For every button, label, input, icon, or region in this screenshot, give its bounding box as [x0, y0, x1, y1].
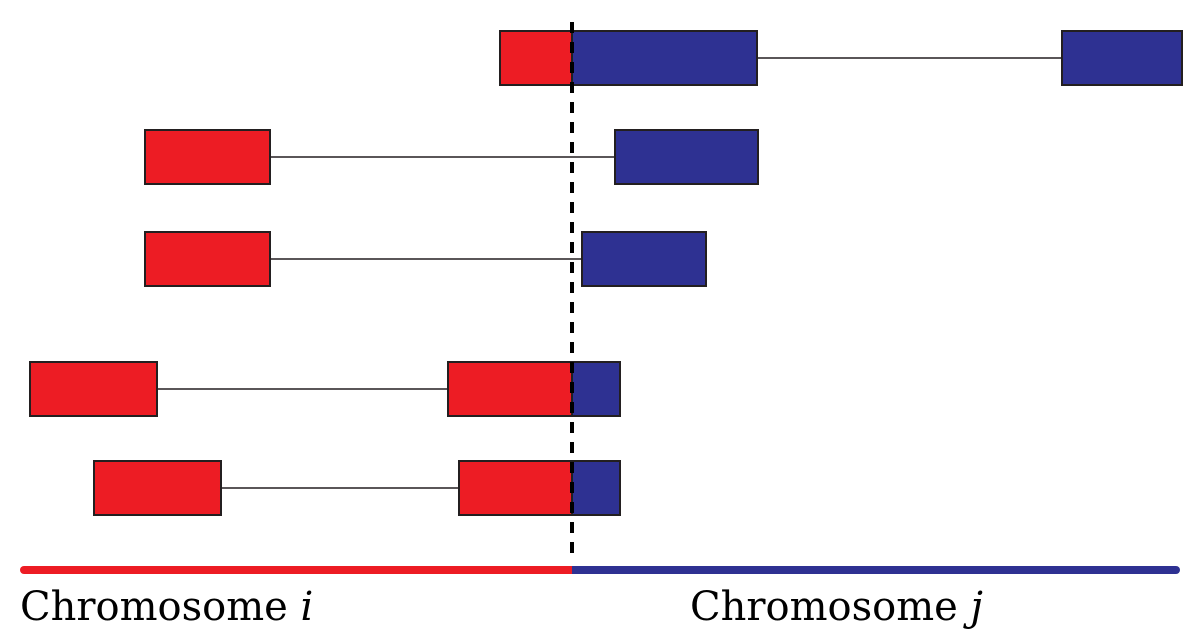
red-exon-box [94, 461, 221, 515]
chromosome-j-axis-cap [1172, 566, 1180, 574]
red-exon-box [145, 130, 270, 184]
blue-exon-box [1062, 31, 1182, 85]
gene-row [30, 362, 620, 416]
chromosome-j-label: Chromosome j [690, 584, 983, 630]
chromosome-i-axis-cap [20, 566, 28, 574]
blue-exon-box [572, 31, 757, 85]
blue-exon-box [615, 130, 758, 184]
gene-row [94, 461, 620, 515]
blue-exon-box [572, 461, 620, 515]
red-exon-box [448, 362, 572, 416]
red-exon-box [145, 232, 270, 286]
gene-row [145, 232, 706, 286]
chromosome-i-label: Chromosome i [20, 584, 313, 630]
red-exon-box [30, 362, 157, 416]
gene-row [145, 130, 758, 184]
red-exon-box [459, 461, 572, 515]
red-exon-box [500, 31, 572, 85]
gene-row [500, 31, 1182, 85]
blue-exon-box [572, 362, 620, 416]
blue-exon-box [582, 232, 706, 286]
